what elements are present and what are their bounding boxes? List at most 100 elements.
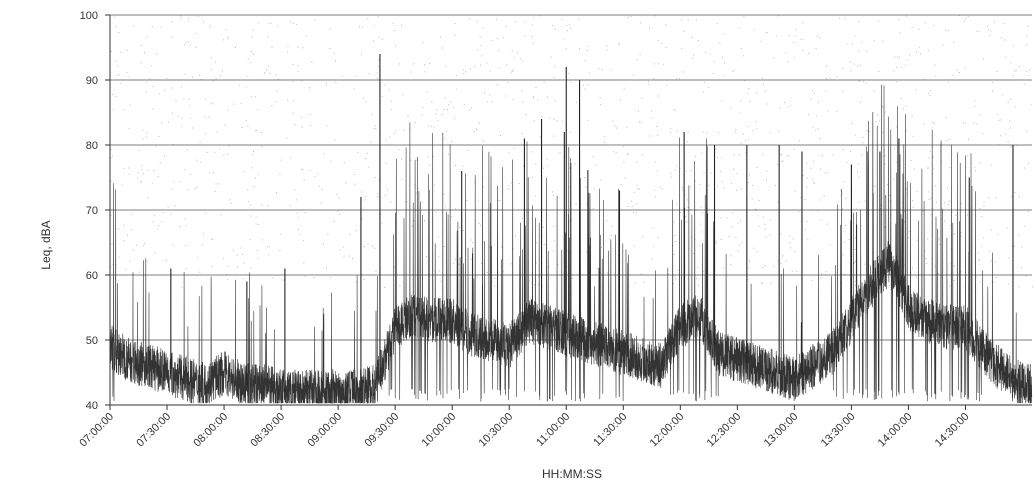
texture-dot bbox=[862, 136, 864, 138]
texture-dot bbox=[884, 155, 886, 157]
texture-dot bbox=[880, 208, 882, 210]
texture-dot bbox=[832, 154, 834, 156]
texture-dot bbox=[655, 161, 657, 163]
texture-dot bbox=[395, 130, 397, 132]
texture-dot bbox=[614, 125, 616, 127]
texture-dot bbox=[183, 97, 185, 99]
texture-dot bbox=[836, 76, 838, 78]
texture-dot bbox=[952, 74, 954, 76]
texture-dot bbox=[110, 157, 112, 159]
texture-dot bbox=[403, 130, 405, 132]
texture-dot bbox=[873, 90, 875, 92]
y-tick-label: 80 bbox=[86, 140, 98, 152]
texture-dot bbox=[983, 58, 985, 60]
texture-dot bbox=[373, 40, 374, 42]
texture-dot bbox=[147, 169, 149, 171]
texture-dot bbox=[525, 225, 527, 227]
texture-dot bbox=[381, 38, 383, 40]
texture-dot bbox=[111, 243, 113, 245]
texture-dot bbox=[129, 260, 131, 262]
texture-dot bbox=[533, 16, 535, 18]
texture-dot bbox=[437, 236, 439, 238]
texture-dot bbox=[269, 246, 271, 248]
texture-dot bbox=[159, 162, 161, 164]
texture-dot bbox=[619, 99, 621, 101]
y-tick-label: 70 bbox=[86, 205, 98, 217]
texture-dot bbox=[659, 187, 661, 188]
texture-dot bbox=[609, 238, 611, 240]
texture-dot bbox=[253, 150, 254, 152]
texture-dot bbox=[554, 100, 556, 102]
texture-dot bbox=[616, 127, 617, 129]
texture-dot bbox=[685, 170, 687, 172]
texture-dot bbox=[1008, 283, 1010, 285]
texture-dot bbox=[893, 70, 895, 72]
texture-dot bbox=[209, 172, 211, 174]
texture-dot bbox=[393, 266, 395, 268]
texture-dot bbox=[439, 36, 441, 38]
texture-dot bbox=[247, 58, 249, 60]
texture-dot bbox=[171, 21, 173, 23]
texture-dot bbox=[745, 152, 747, 154]
texture-dot bbox=[535, 163, 537, 165]
texture-dot bbox=[808, 52, 810, 54]
texture-dot bbox=[336, 194, 338, 195]
texture-dot bbox=[445, 65, 447, 67]
texture-dot bbox=[978, 259, 979, 261]
texture-dot bbox=[846, 43, 848, 45]
texture-dot bbox=[378, 36, 380, 38]
texture-dot bbox=[855, 207, 857, 209]
texture-dot bbox=[793, 57, 795, 59]
texture-dot bbox=[454, 117, 455, 119]
texture-dot bbox=[171, 188, 173, 190]
texture-dot bbox=[975, 170, 976, 172]
texture-dot bbox=[678, 78, 680, 80]
texture-dot bbox=[967, 16, 969, 18]
texture-dot bbox=[1003, 23, 1005, 25]
texture-dot bbox=[657, 95, 659, 97]
texture-dot bbox=[987, 25, 989, 27]
texture-dot bbox=[152, 86, 154, 88]
texture-dot bbox=[161, 122, 163, 124]
texture-dot bbox=[826, 223, 828, 225]
texture-dot bbox=[562, 120, 564, 122]
texture-dot bbox=[694, 155, 696, 157]
texture-dot bbox=[553, 240, 555, 242]
texture-dot bbox=[740, 220, 741, 222]
texture-dot bbox=[990, 260, 992, 262]
texture-dot bbox=[779, 107, 781, 109]
texture-dot bbox=[976, 276, 978, 278]
texture-dot bbox=[309, 87, 311, 88]
texture-dot bbox=[946, 187, 948, 189]
texture-dot bbox=[112, 94, 113, 95]
texture-dot bbox=[566, 25, 568, 27]
texture-dot bbox=[470, 258, 472, 260]
texture-dot bbox=[633, 245, 635, 247]
texture-dot bbox=[603, 141, 605, 143]
texture-dot bbox=[127, 167, 129, 169]
texture-dot bbox=[422, 107, 424, 109]
texture-dot bbox=[123, 240, 125, 242]
texture-dot bbox=[1027, 25, 1029, 27]
texture-dot bbox=[628, 16, 629, 18]
texture-dot bbox=[467, 149, 469, 151]
x-axis-title: HH:MM:SS bbox=[542, 467, 602, 481]
texture-dot bbox=[610, 235, 612, 236]
texture-dot bbox=[762, 77, 764, 79]
texture-dot bbox=[421, 201, 423, 203]
texture-dot bbox=[482, 177, 484, 179]
x-tick-label: 12:30:00 bbox=[705, 411, 744, 450]
texture-dot bbox=[687, 131, 689, 133]
texture-dot bbox=[222, 70, 223, 72]
texture-dot bbox=[690, 208, 692, 210]
texture-dot bbox=[486, 62, 488, 64]
texture-dot bbox=[166, 77, 168, 79]
texture-dot bbox=[399, 285, 401, 287]
texture-dot bbox=[933, 123, 935, 125]
texture-dot bbox=[950, 224, 952, 226]
texture-dot bbox=[600, 104, 602, 106]
texture-dot bbox=[142, 173, 144, 175]
texture-dot bbox=[935, 75, 937, 77]
texture-dot bbox=[543, 167, 545, 169]
texture-dot bbox=[554, 28, 556, 30]
